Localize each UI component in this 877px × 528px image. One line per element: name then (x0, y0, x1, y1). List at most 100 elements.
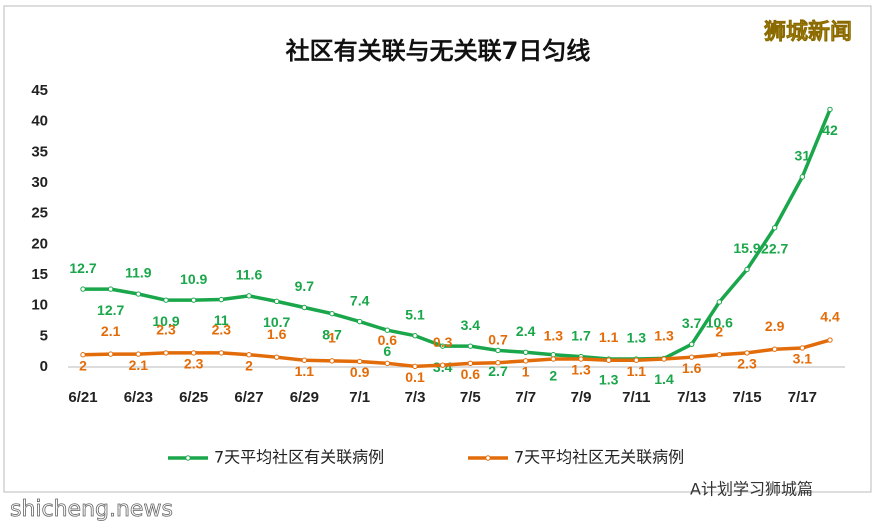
value-label: 31 (795, 148, 811, 164)
series-line (82, 338, 831, 369)
value-label: 5.1 (405, 306, 425, 322)
y-tick-label: 10 (31, 297, 48, 314)
value-label: 2 (549, 367, 557, 383)
value-label: 10.6 (706, 315, 733, 331)
frame (3, 5, 872, 493)
value-label: 10.9 (152, 313, 179, 329)
y-tick-label: 25 (31, 205, 48, 222)
data-point (771, 346, 778, 352)
value-label: 3.7 (682, 315, 702, 331)
data-point (799, 345, 806, 351)
value-label: 0.9 (350, 364, 370, 380)
value-label: 10.9 (180, 271, 207, 287)
value-label: 1.7 (571, 327, 591, 343)
x-tick-label: 6/21 (68, 389, 97, 406)
data-point (218, 296, 225, 303)
data-point (80, 286, 86, 292)
data-point (467, 343, 474, 349)
data-point (827, 106, 833, 113)
value-label: 1.6 (267, 326, 287, 342)
y-tick-label: 45 (31, 82, 48, 99)
value-label: 2 (79, 357, 87, 373)
x-tick-label: 7/11 (622, 389, 650, 406)
watermark: 狮城新闻 (764, 19, 852, 45)
value-label: 2.1 (129, 357, 149, 373)
value-label: 1.3 (599, 372, 619, 388)
data-point (329, 310, 335, 317)
y-tick-label: 15 (31, 266, 48, 283)
data-point (661, 356, 667, 362)
value-label: 7.4 (350, 292, 370, 308)
data-point (744, 350, 750, 356)
x-tick-label: 7/3 (405, 389, 426, 406)
data-point (467, 360, 474, 367)
footer-right: A计划学习狮城篇 (690, 480, 813, 499)
value-label: 15.9 (733, 240, 760, 256)
x-tick-label: 7/5 (460, 389, 481, 406)
value-label: 1 (522, 364, 530, 380)
value-label: 0.7 (488, 331, 508, 347)
footer-left: shicheng.news (10, 497, 173, 522)
value-label: 0.6 (461, 366, 481, 382)
value-label: 2.3 (737, 356, 757, 372)
data-point (163, 350, 169, 356)
data-point (190, 350, 197, 356)
data-point (522, 349, 529, 355)
value-label: 42 (822, 122, 838, 138)
data-point (163, 297, 169, 303)
data-point (301, 304, 308, 311)
x-tick-label: 7/9 (571, 389, 592, 406)
value-label: 2 (715, 323, 723, 339)
data-point (190, 297, 197, 303)
value-label: 2 (245, 357, 253, 373)
value-label: 4.4 (820, 309, 840, 325)
value-label: 0.6 (378, 332, 398, 348)
data-point (246, 352, 252, 358)
data-point (439, 362, 446, 368)
value-label: 2.1 (101, 323, 121, 339)
x-tick-label: 7/17 (788, 389, 817, 406)
data-point (412, 333, 418, 339)
value-label: 1.6 (682, 360, 702, 376)
series-line (83, 108, 832, 361)
data-point (550, 356, 557, 362)
value-label: 2.3 (156, 322, 176, 338)
data-point (605, 357, 612, 363)
value-label: 2.4 (516, 323, 536, 339)
value-label: 22.7 (761, 240, 788, 256)
data-point (135, 291, 142, 297)
legend-marker (185, 455, 191, 461)
value-label: 2.7 (488, 363, 508, 379)
value-label: 1.3 (627, 330, 647, 346)
y-tick-label: 35 (31, 143, 48, 160)
data-point (107, 351, 114, 357)
data-point (135, 351, 142, 357)
value-label: 8.7 (322, 326, 342, 342)
legend-label: 7天平均社区有关联病例 (214, 448, 384, 467)
value-label: 3.1 (793, 351, 813, 367)
data-point (688, 354, 695, 360)
value-label: 1.1 (627, 363, 647, 379)
value-label: 3.4 (461, 317, 481, 333)
value-label: 0.1 (405, 369, 425, 385)
value-label: 12.7 (97, 302, 124, 318)
data-point (384, 360, 391, 367)
value-label: 9.7 (295, 278, 315, 294)
data-point (412, 363, 418, 370)
y-tick-label: 30 (31, 174, 48, 191)
value-label: 11.6 (236, 267, 263, 283)
data-point (522, 358, 529, 364)
legend-marker (485, 455, 491, 461)
y-tick-label: 5 (40, 327, 48, 344)
value-label: 2.3 (184, 356, 204, 372)
value-label: 10.7 (263, 314, 290, 330)
x-tick-label: 6/27 (234, 389, 263, 406)
value-label: 2.9 (765, 318, 785, 334)
value-label: 0.3 (433, 334, 453, 350)
x-tick-label: 7/13 (677, 389, 706, 406)
data-point (716, 352, 723, 358)
value-label: 1.1 (599, 329, 619, 345)
x-tick-label: 7/7 (515, 389, 536, 406)
y-tick-label: 40 (31, 113, 48, 130)
